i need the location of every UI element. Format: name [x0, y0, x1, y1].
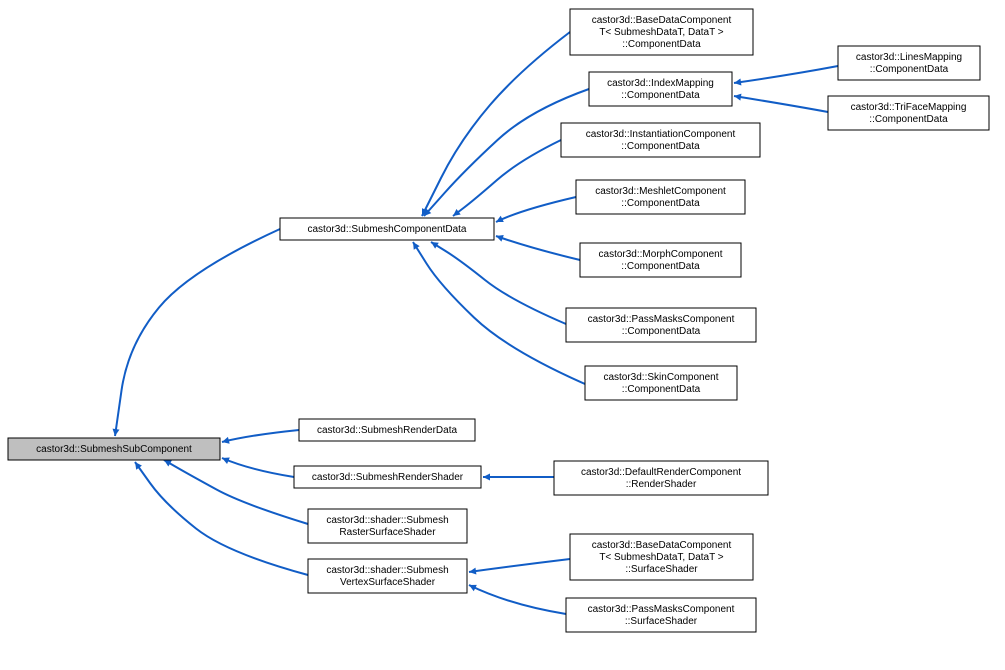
class-label: castor3d::shader::Submesh: [326, 565, 448, 576]
class-label: castor3d::SubmeshComponentData: [308, 224, 467, 235]
class-label: ::ComponentData: [621, 141, 700, 152]
class-node[interactable]: castor3d::BaseDataComponentT< SubmeshDat…: [570, 9, 753, 55]
class-label: ::ComponentData: [622, 384, 701, 395]
class-label: castor3d::MeshletComponent: [595, 186, 726, 197]
class-label: ::ComponentData: [621, 261, 700, 272]
class-label: castor3d::SubmeshRenderShader: [312, 472, 464, 483]
class-node[interactable]: castor3d::BaseDataComponentT< SubmeshDat…: [570, 534, 753, 580]
class-label: ::ComponentData: [621, 90, 700, 101]
class-node[interactable]: castor3d::InstantiationComponent::Compon…: [561, 123, 760, 157]
inheritance-edge: [413, 242, 585, 384]
class-label: ::RenderShader: [626, 479, 697, 490]
class-node[interactable]: castor3d::PassMasksComponent::ComponentD…: [566, 308, 756, 342]
class-node[interactable]: castor3d::PassMasksComponent::SurfaceSha…: [566, 598, 756, 632]
class-label: ::ComponentData: [870, 64, 949, 75]
class-label: castor3d::TriFaceMapping: [851, 102, 967, 113]
class-label: castor3d::SkinComponent: [603, 372, 718, 383]
class-node[interactable]: castor3d::SubmeshRenderShader: [294, 466, 481, 488]
class-label: ::ComponentData: [622, 39, 701, 50]
inheritance-edge: [496, 197, 576, 222]
inheritance-edge: [469, 559, 570, 572]
class-node[interactable]: castor3d::LinesMapping::ComponentData: [838, 46, 980, 80]
class-node[interactable]: castor3d::SkinComponent::ComponentData: [585, 366, 737, 400]
class-label: VertexSurfaceShader: [340, 577, 436, 588]
class-label: castor3d::BaseDataComponent: [592, 540, 732, 551]
inheritance-edge: [469, 585, 566, 614]
class-label: RasterSurfaceShader: [339, 527, 436, 538]
class-label: castor3d::IndexMapping: [607, 78, 714, 89]
inheritance-diagram: castor3d::SubmeshSubComponentcastor3d::S…: [0, 0, 1005, 670]
class-node[interactable]: castor3d::MeshletComponent::ComponentDat…: [576, 180, 745, 214]
class-label: castor3d::shader::Submesh: [326, 515, 448, 526]
class-node[interactable]: castor3d::DefaultRenderComponent::Render…: [554, 461, 768, 495]
class-node[interactable]: castor3d::MorphComponent::ComponentData: [580, 243, 741, 277]
class-label: castor3d::SubmeshSubComponent: [36, 444, 192, 455]
class-node[interactable]: castor3d::SubmeshRenderData: [299, 419, 475, 441]
inheritance-edge: [422, 32, 570, 216]
class-label: ::ComponentData: [869, 114, 948, 125]
inheritance-edge: [222, 458, 294, 477]
class-label: castor3d::PassMasksComponent: [588, 604, 735, 615]
class-label: T< SubmeshDataT, DataT >: [599, 27, 723, 38]
class-label: castor3d::BaseDataComponent: [592, 15, 732, 26]
class-node[interactable]: castor3d::IndexMapping::ComponentData: [589, 72, 732, 106]
class-node[interactable]: castor3d::SubmeshComponentData: [280, 218, 494, 240]
class-label: T< SubmeshDataT, DataT >: [599, 552, 723, 563]
class-label: castor3d::PassMasksComponent: [588, 314, 735, 325]
inheritance-edge: [496, 236, 580, 260]
class-label: ::ComponentData: [621, 198, 700, 209]
class-label: castor3d::InstantiationComponent: [586, 129, 736, 140]
arrowhead-icon: [483, 474, 490, 481]
inheritance-edge: [115, 229, 280, 436]
class-label: castor3d::SubmeshRenderData: [317, 425, 458, 436]
class-label: castor3d::MorphComponent: [599, 249, 723, 260]
class-label: ::SurfaceShader: [625, 564, 698, 575]
class-node[interactable]: castor3d::shader::SubmeshRasterSurfaceSh…: [308, 509, 467, 543]
inheritance-edge: [734, 66, 838, 83]
class-node[interactable]: castor3d::SubmeshSubComponent: [8, 438, 220, 460]
inheritance-edge: [222, 430, 299, 442]
class-node[interactable]: castor3d::TriFaceMapping::ComponentData: [828, 96, 989, 130]
inheritance-edge: [734, 96, 828, 112]
class-label: ::SurfaceShader: [625, 616, 698, 627]
inheritance-edge: [431, 242, 566, 324]
class-label: ::ComponentData: [622, 326, 701, 337]
class-node[interactable]: castor3d::shader::SubmeshVertexSurfaceSh…: [308, 559, 467, 593]
class-label: castor3d::DefaultRenderComponent: [581, 467, 741, 478]
inheritance-edge: [135, 462, 308, 575]
inheritance-edge: [164, 460, 308, 524]
class-label: castor3d::LinesMapping: [856, 52, 962, 63]
